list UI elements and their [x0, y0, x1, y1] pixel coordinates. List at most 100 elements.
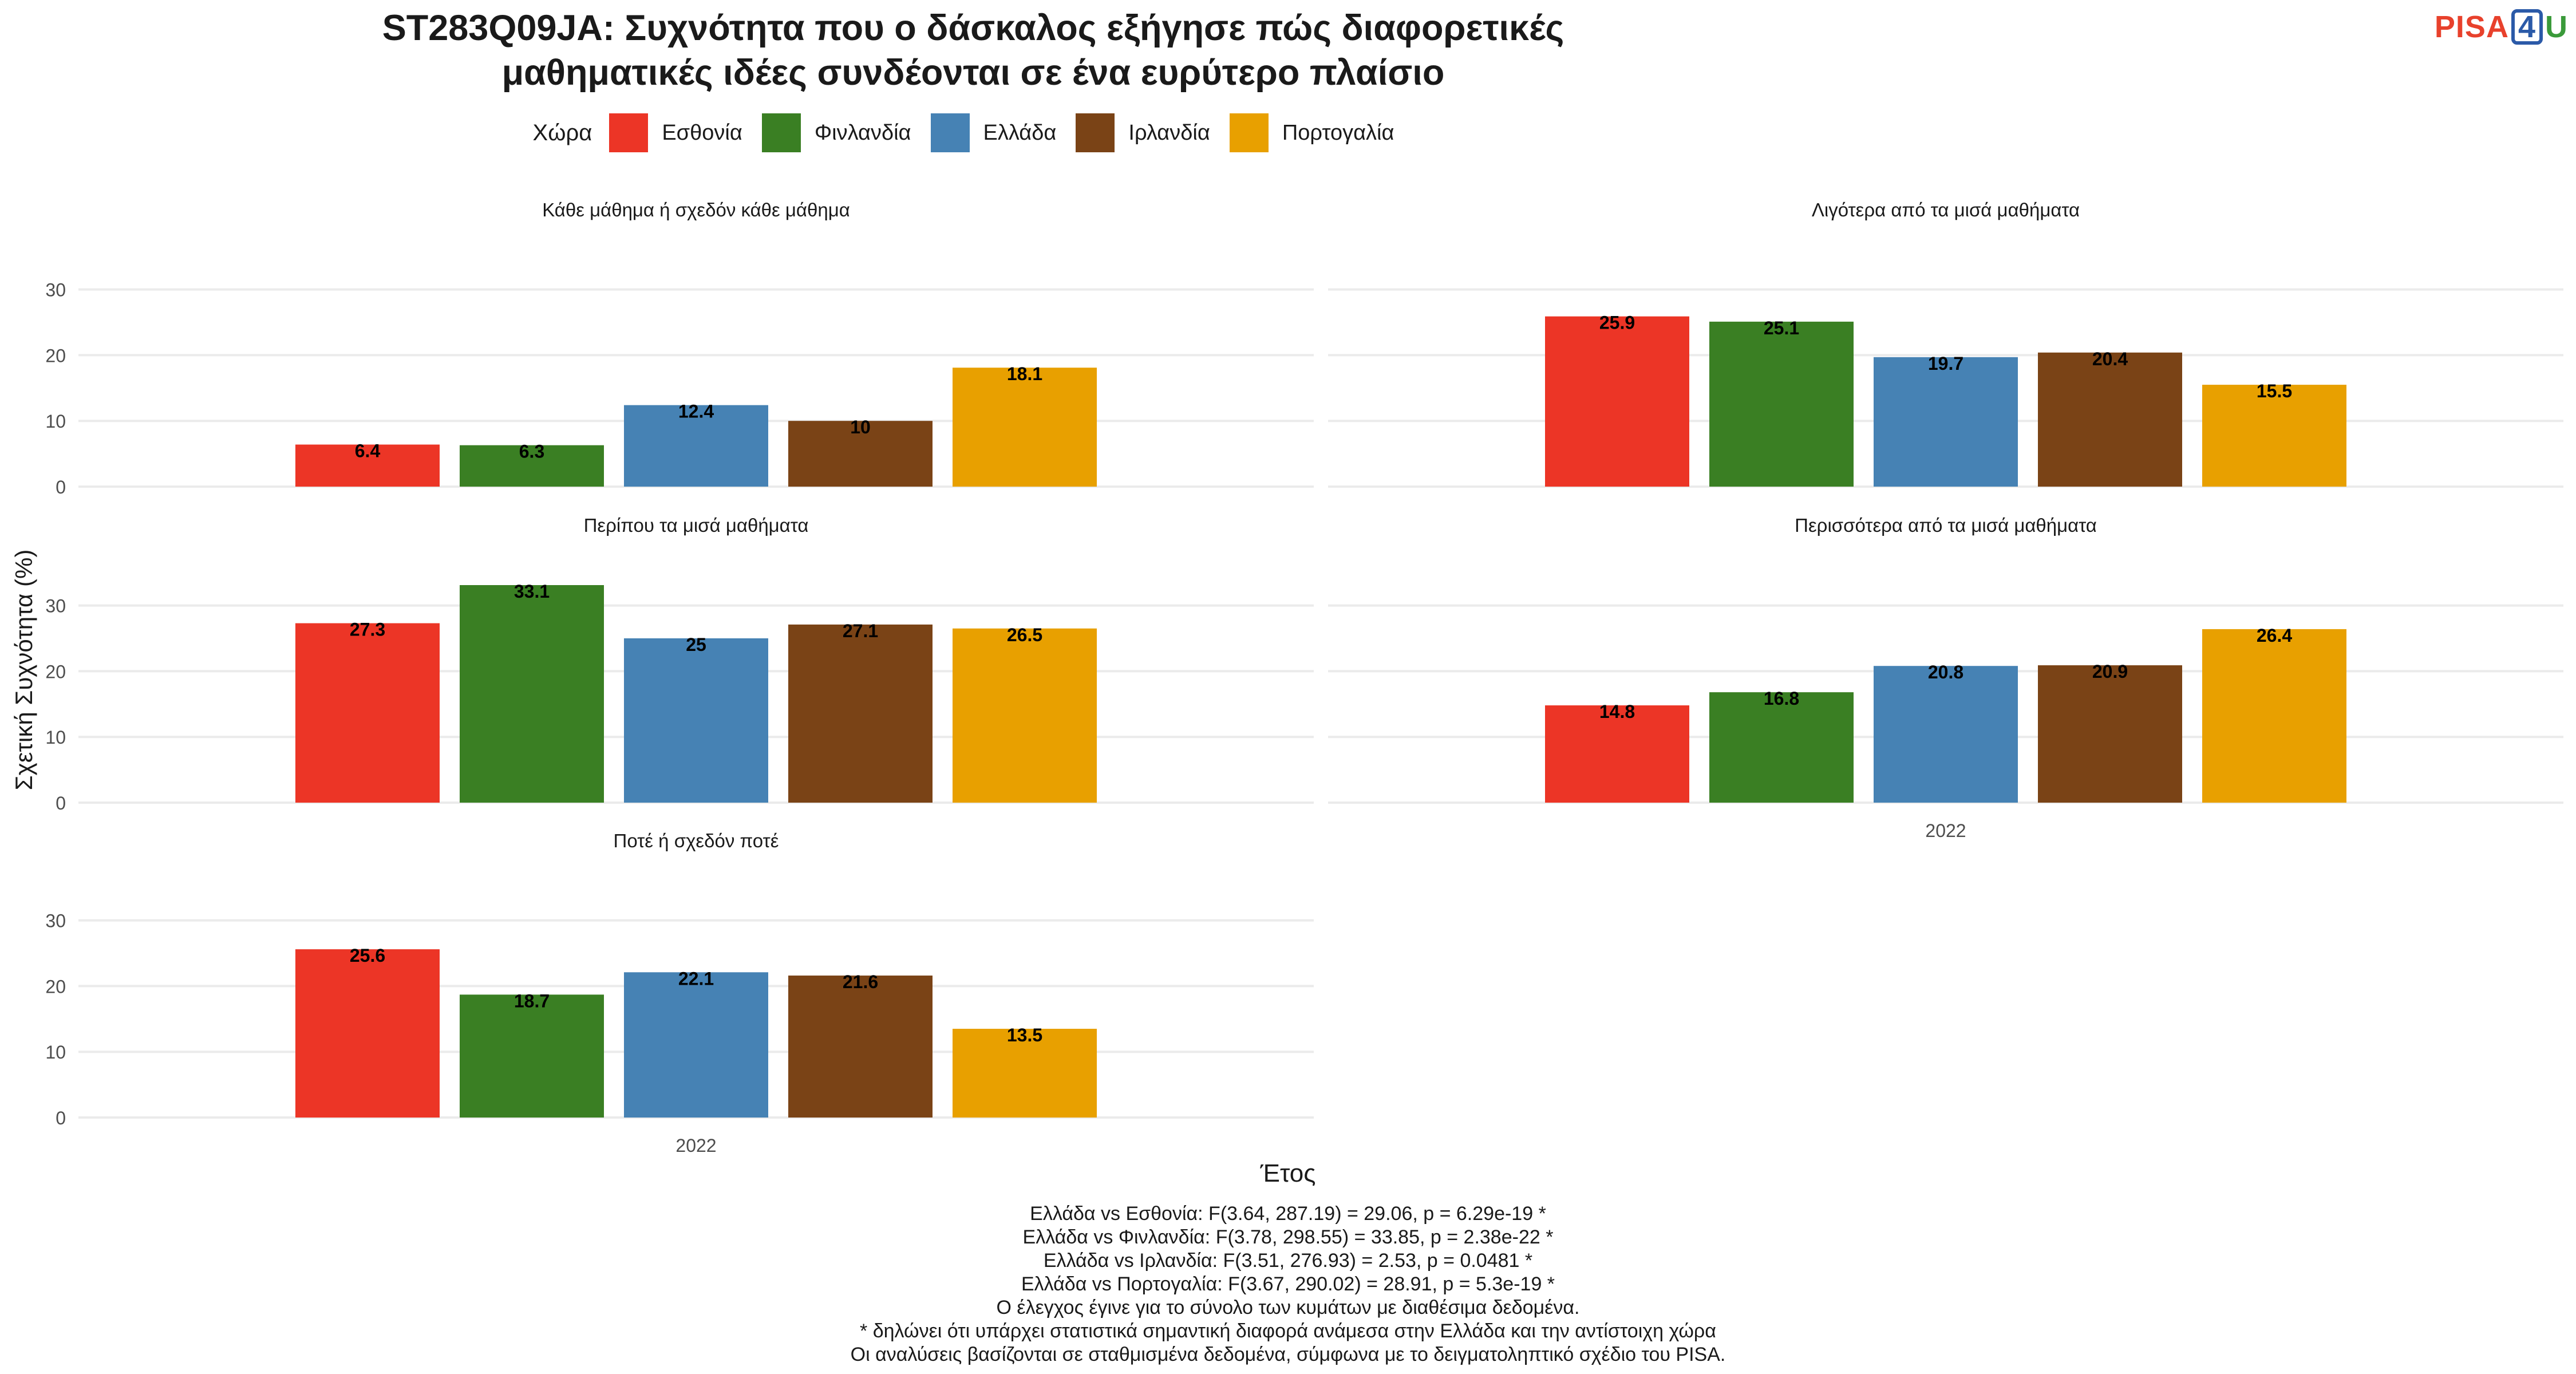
bar-value-label: 20.9 — [2092, 661, 2128, 682]
bar-value-label: 18.1 — [1007, 364, 1042, 384]
bar-Εσθονία — [295, 949, 440, 1118]
legend-swatch — [761, 113, 801, 152]
bar-Πορτογαλία — [953, 1029, 1097, 1118]
bar-Πορτογαλία — [953, 628, 1097, 803]
legend-label: Ιρλανδία — [1128, 120, 1210, 145]
bar-Φινλανδία — [460, 445, 604, 487]
bar-Ελλάδα — [1874, 357, 2018, 487]
legend-label: Εσθονία — [662, 120, 742, 145]
note-line: Ελλάδα vs Εσθονία: F(3.64, 287.19) = 29.… — [1030, 1203, 1546, 1225]
logo-u-text: U — [2545, 10, 2568, 44]
chart-title: ST283Q09JA: Συχνότητα που ο δάσκαλος εξή… — [0, 6, 1946, 95]
legend-swatch — [609, 113, 649, 152]
chart-title-line-1: ST283Q09JA: Συχνότητα που ο δάσκαλος εξή… — [382, 8, 1564, 48]
bar-Πορτογαλία — [953, 368, 1097, 487]
bar-value-label: 15.5 — [2257, 381, 2292, 401]
y-tick-label: 0 — [56, 477, 66, 498]
legend-label: Ελλάδα — [983, 120, 1057, 145]
bar-value-label: 21.6 — [843, 972, 878, 992]
y-tick-label: 30 — [45, 596, 66, 617]
bar-value-label: 20.8 — [1928, 662, 1963, 682]
bar-Εσθονία — [1545, 705, 1689, 803]
y-tick-label: 30 — [45, 280, 66, 301]
bar-Φινλανδία — [1709, 692, 1854, 803]
bar-Πορτογαλία — [2202, 629, 2346, 803]
bar-Ιρλανδία — [788, 624, 933, 803]
y-tick-label: 20 — [45, 345, 66, 366]
bar-Ιρλανδία — [788, 421, 933, 487]
note-line: * δηλώνει ότι υπάρχει στατιστικά σημαντι… — [860, 1320, 1716, 1342]
bar-value-label: 10 — [850, 417, 871, 437]
note-line: Ο έλεγχος έγινε για το σύνολο των κυμάτω… — [996, 1297, 1580, 1318]
bar-Πορτογαλία — [2202, 385, 2346, 487]
bar-value-label: 25.6 — [350, 945, 385, 966]
y-axis-title: Σχετική Συχνότητα (%) — [10, 549, 37, 791]
bar-value-label: 13.5 — [1007, 1025, 1042, 1045]
note-line: Οι αναλύσεις βασίζονται σε σταθμισμένα δ… — [850, 1344, 1726, 1365]
bar-value-label: 19.7 — [1928, 353, 1963, 374]
panel-strip-title: Ποτέ ή σχεδόν ποτέ — [614, 830, 779, 851]
y-tick-label: 20 — [45, 661, 66, 682]
x-tick-label: 2022 — [675, 1135, 716, 1156]
bar-value-label: 27.1 — [843, 621, 878, 641]
y-tick-label: 30 — [45, 911, 66, 931]
pisa4u-logo: PISA 4 U — [2435, 9, 2568, 45]
bar-Φινλανδία — [1709, 321, 1854, 487]
bar-value-label: 12.4 — [678, 401, 714, 422]
y-tick-label: 0 — [56, 1108, 66, 1128]
legend-swatch — [930, 113, 970, 152]
bar-value-label: 20.4 — [2092, 349, 2128, 369]
x-tick-label: 2022 — [1925, 820, 1966, 841]
legend-swatch — [1076, 113, 1115, 152]
bar-value-label: 18.7 — [514, 990, 550, 1011]
note-line: Ελλάδα vs Ιρλανδία: F(3.51, 276.93) = 2.… — [1043, 1250, 1533, 1272]
bar-Εσθονία — [295, 623, 440, 803]
bar-Εσθονία — [1545, 316, 1689, 487]
legend-item-portugal: Πορτογαλία — [1229, 113, 1394, 152]
bar-value-label: 22.1 — [678, 968, 714, 989]
bar-value-label: 6.3 — [519, 441, 544, 462]
y-tick-label: 10 — [45, 411, 66, 432]
logo-pisa-text: PISA — [2434, 10, 2509, 44]
legend-title: Χώρα — [532, 120, 592, 145]
legend-item-estonia: Εσθονία — [609, 113, 742, 152]
legend-swatch — [1229, 113, 1269, 152]
bar-value-label: 33.1 — [514, 581, 550, 602]
bar-value-label: 26.4 — [2257, 625, 2292, 646]
bar-value-label: 25.1 — [1764, 318, 1799, 338]
y-tick-label: 10 — [45, 727, 66, 748]
y-tick-label: 0 — [56, 793, 66, 814]
legend-item-finland: Φινλανδία — [761, 113, 911, 152]
y-tick-label: 20 — [45, 976, 66, 997]
legend-item-ireland: Ιρλανδία — [1076, 113, 1210, 152]
panel-strip-title: Κάθε μάθημα ή σχεδόν κάθε μάθημα — [542, 199, 850, 220]
panel-strip-title: Λιγότερα από τα μισά μαθήματα — [1812, 199, 2080, 220]
bar-value-label: 25.9 — [1599, 313, 1635, 333]
legend-label: Φινλανδία — [814, 120, 911, 145]
bar-value-label: 16.8 — [1764, 688, 1799, 709]
note-line: Ελλάδα vs Φινλανδία: F(3.78, 298.55) = 3… — [1022, 1226, 1554, 1248]
legend-label: Πορτογαλία — [1282, 120, 1394, 145]
logo-four-badge: 4 — [2511, 9, 2543, 45]
chart-legend: Χώρα Εσθονία Φινλανδία Ελλάδα Ιρλανδία Π… — [0, 113, 1946, 152]
y-tick-label: 10 — [45, 1042, 66, 1063]
bar-Ελλάδα — [624, 972, 768, 1118]
x-axis-title: Έτος — [1260, 1159, 1316, 1187]
bar-Εσθονία — [295, 444, 440, 487]
bar-Ιρλανδία — [2038, 665, 2182, 803]
statistical-notes: Ελλάδα vs Εσθονία: F(3.64, 287.19) = 29.… — [0, 1202, 2576, 1367]
legend-item-greece: Ελλάδα — [930, 113, 1057, 152]
note-line: Ελλάδα vs Πορτογαλία: F(3.67, 290.02) = … — [1021, 1273, 1555, 1295]
bar-Ιρλανδία — [788, 976, 933, 1118]
bar-value-label: 14.8 — [1599, 701, 1635, 722]
bar-value-label: 26.5 — [1007, 625, 1042, 645]
bar-Φινλανδία — [460, 585, 604, 803]
chart-title-line-2: μαθηματικές ιδέες συνδέονται σε ένα ευρύ… — [501, 53, 1445, 93]
panel-strip-title: Περίπου τα μισά μαθήματα — [584, 515, 809, 536]
panel-strip-title: Περισσότερα από τα μισά μαθήματα — [1795, 515, 2097, 536]
bar-Ιρλανδία — [2038, 352, 2182, 487]
bar-Ελλάδα — [624, 405, 768, 487]
bar-Ελλάδα — [624, 638, 768, 803]
bar-value-label: 27.3 — [350, 619, 385, 640]
